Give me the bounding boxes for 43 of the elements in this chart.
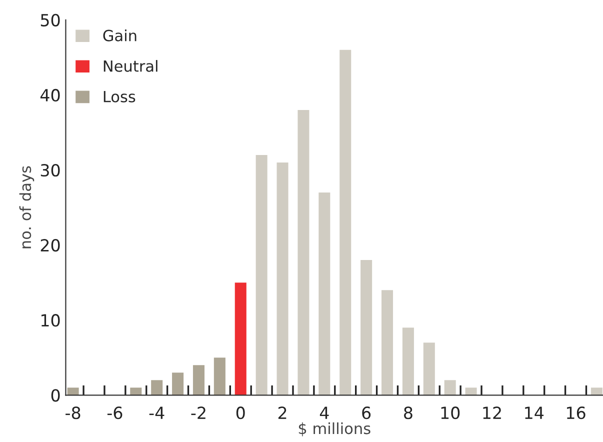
bar (276, 162, 288, 396)
bar (298, 110, 310, 396)
x-tick-label: 0 (236, 406, 245, 420)
bar (214, 358, 226, 396)
bar (256, 154, 268, 396)
x-tick-label: 4 (320, 406, 329, 419)
bar (402, 328, 414, 396)
bar (130, 388, 142, 396)
legend-label: Loss (104, 91, 136, 102)
x-tick-label: 10 (441, 406, 460, 420)
bar (67, 388, 79, 396)
x-tick-label: 8 (404, 406, 412, 420)
x-tick-label: -6 (107, 406, 122, 420)
y-tick-label: 40 (40, 88, 60, 102)
bar (151, 380, 163, 396)
bar (465, 388, 477, 396)
bar (360, 260, 372, 396)
x-tick-label: -2 (191, 406, 206, 419)
y-axis-title: no. of days (19, 166, 34, 248)
bar (172, 372, 184, 396)
y-tick-label: 50 (40, 14, 60, 26)
x-tick-label: -8 (66, 406, 80, 420)
y-tick-label: 0 (51, 389, 60, 402)
y-tick-label: 20 (40, 239, 60, 252)
x-axis-title: $ millions (298, 422, 370, 436)
y-tick-label: 30 (40, 164, 60, 177)
bar (192, 365, 204, 396)
x-tick-label: 12 (483, 406, 501, 419)
bar (340, 50, 352, 396)
legend-label: Neutral (104, 60, 158, 72)
x-tick-label: 14 (525, 406, 544, 419)
x-tick-label: 16 (566, 406, 586, 420)
x-tick-label: 6 (362, 406, 371, 420)
legend-label: Gain (103, 30, 136, 42)
bar (318, 192, 330, 396)
bar (444, 380, 456, 396)
x-tick-label: -4 (149, 406, 164, 419)
bar (423, 342, 435, 396)
bar (381, 290, 394, 396)
y-tick-label: 10 (41, 314, 60, 327)
x-tick-label: 2 (278, 406, 286, 419)
bar (590, 388, 602, 396)
bar (234, 282, 246, 396)
